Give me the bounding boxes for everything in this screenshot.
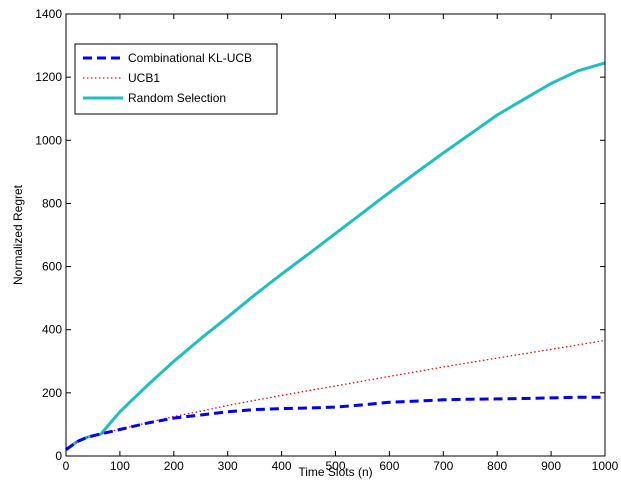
x-tick-label: 1000 [592, 459, 619, 473]
y-tick-label: 600 [42, 260, 62, 274]
series-line-2 [65, 61, 606, 451]
y-axis-ticks: 0 200 400 600 800 1000 1200 1400 [35, 7, 605, 463]
x-tick-label: 700 [433, 459, 453, 473]
legend-box [74, 43, 278, 115]
y-tick-label: 200 [42, 386, 62, 400]
x-tick-label: 200 [164, 459, 184, 473]
y-tick-label: 1400 [35, 7, 62, 21]
x-tick-label: 0 [63, 459, 70, 473]
series-line-1 [65, 339, 606, 451]
x-tick-label: 500 [325, 459, 345, 473]
y-tick-label: 0 [55, 449, 62, 463]
x-tick-label: 300 [218, 459, 238, 473]
y-tick-label: 800 [42, 196, 62, 210]
y-axis-label: Normalized Regret [11, 184, 25, 285]
legend: Combinational KL-UCB UCB1 Random Selection [74, 43, 278, 115]
x-tick-label: 100 [110, 459, 130, 473]
series-line-0 [65, 395, 605, 451]
x-tick-label: 900 [541, 459, 561, 473]
x-axis-label: Time Slots (n) [298, 465, 372, 479]
x-tick-label: 400 [272, 459, 292, 473]
x-tick-label: 600 [379, 459, 399, 473]
y-tick-label: 1000 [35, 133, 62, 147]
lines-layer [65, 61, 606, 451]
legend-label-1: UCB1 [128, 71, 160, 85]
x-axis-ticks: 0 100 200 300 400 500 600 700 800 900 1000 [63, 14, 619, 473]
x-tick-label: 800 [487, 459, 507, 473]
y-tick-label: 400 [42, 323, 62, 337]
legend-label-2: Random Selection [128, 91, 226, 105]
y-tick-label: 1200 [35, 70, 62, 84]
legend-label-0: Combinational KL-UCB [128, 51, 252, 65]
